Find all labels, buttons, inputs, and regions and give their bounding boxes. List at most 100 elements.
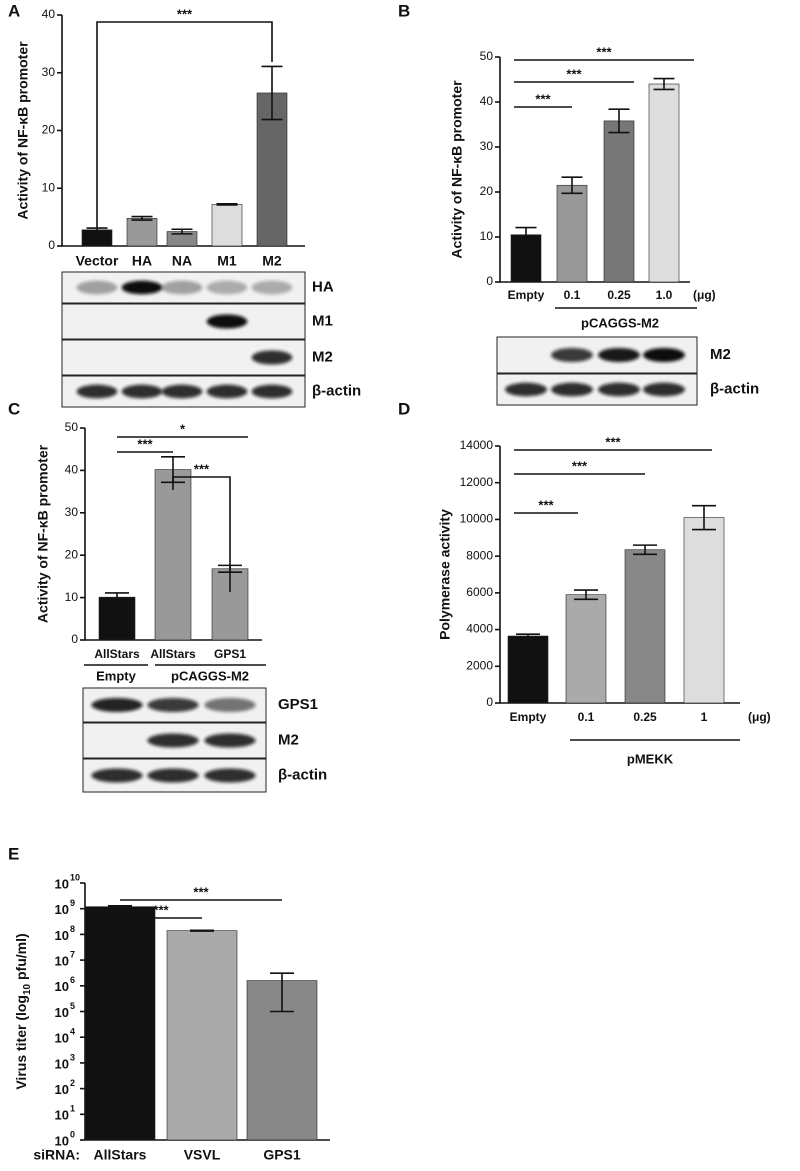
error-bar [216,203,238,206]
error-bar [516,633,540,639]
bar [154,469,192,641]
y-tick-exponent: 1 [70,1104,75,1114]
blot-label: β-actin [278,766,327,783]
blot-band [76,280,118,295]
x-tick-label: Empty [510,710,547,724]
group-label: pCAGGS-M2 [581,315,659,330]
panel-letter: B [398,1,410,20]
y-tick-exponent: 8 [70,924,75,934]
group-label: pMEKK [627,751,674,766]
bar [126,217,158,247]
y-tick-label: 0 [486,695,493,709]
x-tick-label: AllStars [94,1147,147,1163]
unit-label: (μg) [693,288,716,302]
error-bar [692,504,716,531]
y-tick-label: 10 [42,180,56,194]
y-axis-label-part: Virus titer (log [13,995,29,1090]
x-tick-label: GPS1 [263,1147,301,1163]
blot-band [121,384,163,399]
significance-label: *** [572,458,588,473]
blot-band [643,348,685,362]
panel-letter: D [398,399,410,418]
y-tick-label: 30 [65,505,79,519]
y-tick-label: 10 [55,1082,69,1097]
x-tick-label: VSVL [184,1147,221,1163]
significance-label: *** [137,436,153,451]
panel-letter: A [8,1,20,20]
blot-label: M1 [312,312,333,329]
blot-band [91,698,143,712]
bar [166,930,238,1141]
bar [507,635,549,704]
y-tick-exponent: 5 [70,1001,75,1011]
blot-band [204,733,256,748]
y-tick-label: 8000 [466,548,493,562]
error-bar [574,589,598,601]
blot-band [147,698,199,712]
significance-label: *** [177,6,193,21]
blot-band [161,384,203,399]
error-bar [171,228,193,235]
y-tick-label: 10 [55,1108,69,1123]
y-tick-label: 10 [55,928,69,943]
y-tick-label: 6000 [466,585,493,599]
error-bar [515,226,537,243]
blot-band [204,768,256,783]
y-tick-exponent: 10 [70,872,80,882]
y-tick-label: 10000 [460,512,494,526]
blot-band [598,382,640,397]
significance-line [172,476,231,592]
bar [211,204,243,247]
y-tick-label: 10 [480,229,494,243]
y-tick-label: 50 [480,49,494,63]
bar [603,120,635,283]
y-tick-label: 4000 [466,622,493,636]
panel-letter: E [8,844,19,863]
x-tick-label: M2 [262,253,282,269]
x-tick-label: AllStars [94,647,140,661]
y-tick-label: 10 [55,979,69,994]
y-axis-label-part: 10 [22,983,33,995]
x-tick-label: 0.25 [633,710,657,724]
x-tick-label: Empty [508,288,545,302]
bar [84,906,156,1141]
blot-label: GPS1 [278,696,318,713]
blot-band [251,280,293,295]
y-tick-label: 30 [42,65,56,79]
error-bar [190,929,214,932]
x-tick-label: 1.0 [656,288,673,302]
bar [556,184,588,283]
blot-band [206,314,248,329]
x-tick-label: GPS1 [214,647,246,661]
y-tick-label: 10 [55,954,69,969]
y-tick-label: 14000 [460,438,494,452]
x-tick-label: M1 [217,253,237,269]
significance-label: *** [566,66,582,81]
x-tick-label: 1 [701,710,708,724]
panel-letter: C [8,399,20,418]
blot-band [76,384,118,399]
error-bar [608,108,630,134]
y-axis-label-part: pfu/ml) [13,933,29,984]
blot-band [251,384,293,399]
error-bar [270,972,294,1013]
y-tick-label: 0 [486,274,493,288]
y-axis-label: Activity of NF-κB promoter [35,444,51,623]
x-tick-label: 0.1 [578,710,595,724]
bar [256,92,288,247]
significance-label: *** [153,902,169,917]
bar [98,596,136,641]
blot-band [121,280,163,295]
blot-label: M2 [710,346,731,363]
y-axis-label: Polymerase activity [437,509,453,640]
y-tick-label: 0 [48,238,55,252]
y-tick-label: 30 [480,139,494,153]
y-tick-label: 10 [55,1005,69,1020]
y-tick-label: 10 [55,902,69,917]
blot-band [161,280,203,295]
blot-band [204,698,256,712]
y-tick-exponent: 4 [70,1027,75,1037]
error-bar [108,904,132,909]
error-bar [131,215,153,221]
error-bar [105,592,129,603]
